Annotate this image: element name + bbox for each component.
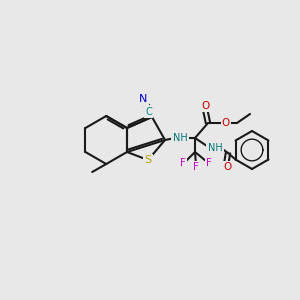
- Text: C: C: [146, 106, 152, 116]
- Text: O: O: [202, 101, 210, 111]
- Text: S: S: [144, 155, 152, 165]
- Text: NH: NH: [208, 143, 222, 153]
- Text: NH: NH: [172, 133, 188, 143]
- Text: O: O: [223, 162, 231, 172]
- Text: F: F: [193, 162, 199, 172]
- Text: N: N: [139, 94, 147, 104]
- Text: F: F: [180, 158, 186, 168]
- Text: F: F: [206, 158, 212, 168]
- Text: O: O: [222, 118, 230, 128]
